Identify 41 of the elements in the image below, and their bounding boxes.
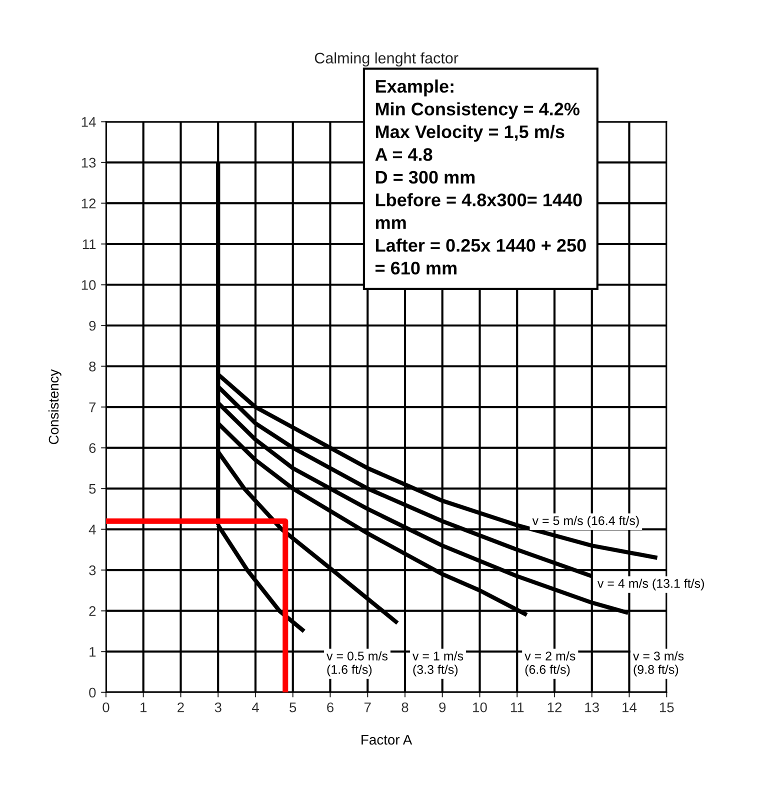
x-axis-title: Factor A [362, 734, 412, 745]
y-axis-title: Consistency [48, 369, 62, 444]
annotation: v = 5 m/s (16.4 ft/s) [532, 516, 639, 528]
x-tick-label: 10 [473, 702, 487, 712]
annotation: v = 4 m/s (13.1 ft/s) [597, 578, 704, 590]
y-tick-label: 6 [89, 443, 96, 453]
x-tick-label: 8 [402, 702, 408, 712]
y-tick-label: 5 [89, 484, 96, 494]
x-tick-label: 11 [510, 702, 524, 712]
chart-title: Calming lenght factor [314, 52, 458, 67]
y-tick-label: 7 [89, 402, 96, 412]
annotation: v = 0.5 m/s (1.6 ft/s) [326, 651, 388, 676]
x-tick-label: 9 [439, 702, 446, 712]
x-tick-label: 7 [364, 702, 371, 712]
y-tick-label: 13 [82, 158, 96, 168]
x-tick-label: 2 [178, 702, 184, 712]
y-tick-label: 3 [89, 565, 96, 576]
x-tick-label: 4 [252, 702, 259, 712]
y-tick-label: 11 [82, 239, 96, 250]
x-tick-label: 13 [585, 702, 599, 712]
annotation: v = 3 m/s (9.8 ft/s) [633, 651, 684, 676]
x-tick-label: 3 [214, 702, 222, 712]
annotation: v = 2 m/s (6.6 ft/s) [524, 651, 576, 676]
y-tick-label: 4 [88, 524, 96, 534]
x-tick-label: 5 [290, 702, 296, 712]
x-tick-label: 6 [327, 702, 334, 712]
y-tick-label: 1 [90, 647, 96, 657]
x-tick-label: 15 [660, 702, 674, 712]
x-tick-label: 12 [548, 702, 562, 712]
y-tick-label: 9 [89, 320, 96, 331]
y-tick-label: 12 [82, 198, 96, 208]
annotation: v = 1 m/s (3.3 ft/s) [412, 651, 464, 676]
text: Example: Min Consistency = 4.2% Max Velocity = 1,5 m/s A = 4.8 D = 300 mm Lbefore = 4.8x300= 1440 mm Lafter = 0.25x 1440 + 250 = 610 mm [375, 79, 586, 274]
y-tick-label: 14 [82, 117, 96, 127]
x-tick-label: 14 [622, 702, 637, 712]
x-tick-label: 0 [102, 702, 110, 712]
y-tick-label: 8 [89, 362, 96, 372]
y-tick-label: 2 [89, 606, 96, 616]
y-tick-label: 0 [89, 688, 96, 698]
y-tick-label: 10 [82, 280, 96, 290]
x-tick-label: 1 [140, 702, 147, 712]
